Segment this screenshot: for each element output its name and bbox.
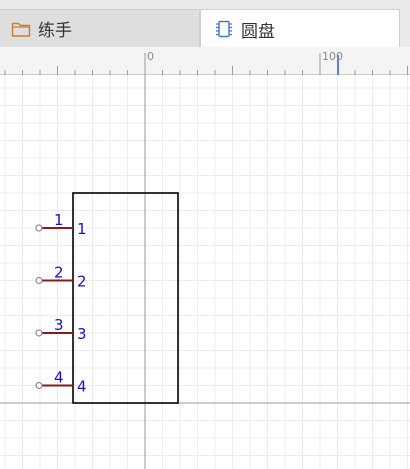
- tab-bar: 练手 圆盘: [0, 0, 410, 48]
- pin-endpoint-icon[interactable]: [35, 276, 43, 285]
- pin-endpoint-icon[interactable]: [35, 381, 43, 390]
- pin-number: 1: [54, 211, 64, 229]
- pin-number: 4: [54, 369, 64, 387]
- ruler-label-0: 0: [147, 50, 154, 63]
- pin-name: 3: [77, 325, 87, 343]
- tab-bar-filler: [400, 9, 410, 47]
- pin-endpoint-icon[interactable]: [35, 224, 43, 232]
- pin-name: 4: [77, 378, 87, 396]
- pin-endpoint-icon[interactable]: [35, 329, 43, 337]
- symbol-pins: 1 1 2 2 3 3 4 4: [35, 211, 87, 396]
- tab-disc[interactable]: 圆盘: [200, 9, 400, 48]
- pin-name: 1: [77, 220, 87, 238]
- symbol-body[interactable]: [72, 192, 179, 404]
- tab-practice[interactable]: 练手: [0, 9, 200, 47]
- ruler-ticks: [4, 53, 408, 75]
- tab-disc-label: 圆盘: [241, 21, 275, 42]
- pin-number: 2: [54, 264, 64, 282]
- folder-icon: [10, 18, 32, 40]
- pin-number: 3: [54, 316, 64, 334]
- schematic-drawing: 1 1 2 2 3 3 4 4: [0, 75, 410, 469]
- ruler-label-100: 100: [322, 50, 343, 63]
- horizontal-ruler[interactable]: 0 100: [0, 47, 410, 75]
- chip-icon: [213, 18, 235, 40]
- tab-practice-label: 练手: [38, 21, 72, 41]
- pin-name: 2: [77, 273, 87, 291]
